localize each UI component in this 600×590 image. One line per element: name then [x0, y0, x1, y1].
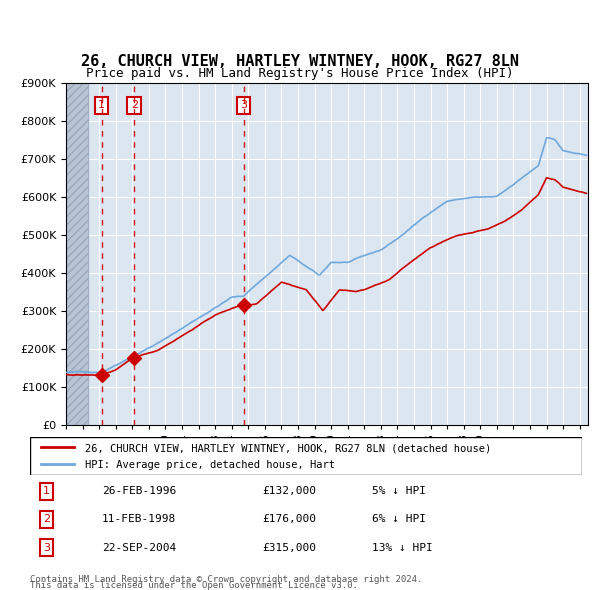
Text: 1: 1	[98, 100, 105, 110]
Text: 6% ↓ HPI: 6% ↓ HPI	[372, 514, 426, 525]
Text: 2: 2	[131, 100, 138, 110]
Text: 22-SEP-2004: 22-SEP-2004	[102, 543, 176, 553]
Text: 2: 2	[43, 514, 50, 525]
Text: 3: 3	[43, 543, 50, 553]
Text: 5% ↓ HPI: 5% ↓ HPI	[372, 486, 426, 496]
Bar	[66, 83, 88, 425]
Bar	[66, 83, 88, 425]
Text: 26, CHURCH VIEW, HARTLEY WINTNEY, HOOK, RG27 8LN (detached house): 26, CHURCH VIEW, HARTLEY WINTNEY, HOOK, …	[85, 443, 491, 453]
Text: This data is licensed under the Open Government Licence v3.0.: This data is licensed under the Open Gov…	[30, 581, 358, 590]
Text: HPI: Average price, detached house, Hart: HPI: Average price, detached house, Hart	[85, 460, 335, 470]
Text: Contains HM Land Registry data © Crown copyright and database right 2024.: Contains HM Land Registry data © Crown c…	[30, 575, 422, 584]
Text: £315,000: £315,000	[262, 543, 316, 553]
Text: Price paid vs. HM Land Registry's House Price Index (HPI): Price paid vs. HM Land Registry's House …	[86, 67, 514, 80]
FancyBboxPatch shape	[30, 437, 582, 475]
Text: 3: 3	[240, 100, 247, 110]
Text: 26-FEB-1996: 26-FEB-1996	[102, 486, 176, 496]
Text: 13% ↓ HPI: 13% ↓ HPI	[372, 543, 433, 553]
Text: 26, CHURCH VIEW, HARTLEY WINTNEY, HOOK, RG27 8LN: 26, CHURCH VIEW, HARTLEY WINTNEY, HOOK, …	[81, 54, 519, 70]
Text: £132,000: £132,000	[262, 486, 316, 496]
Text: 1: 1	[43, 486, 50, 496]
Text: 11-FEB-1998: 11-FEB-1998	[102, 514, 176, 525]
Text: £176,000: £176,000	[262, 514, 316, 525]
